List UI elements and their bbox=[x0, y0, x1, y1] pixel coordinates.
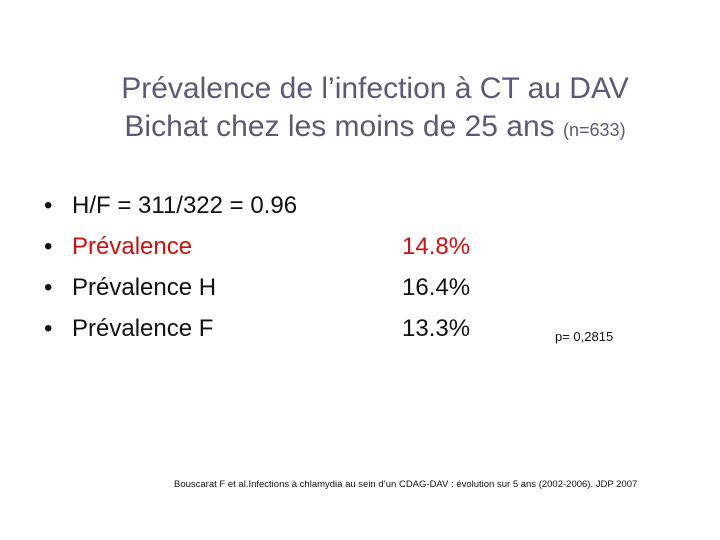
bullet-list: • H/F = 311/322 = 0.96 • Prévalence 14.8… bbox=[44, 190, 684, 354]
title-line-2: Bichat chez les moins de 25 ans (n=633) bbox=[60, 108, 690, 149]
bullet-label: Prévalence F bbox=[72, 315, 214, 342]
title-sample-size: (n=633) bbox=[563, 120, 626, 140]
title-line-2-main: Bichat chez les moins de 25 ans bbox=[124, 110, 555, 143]
bullet-value: 13.3% bbox=[402, 315, 471, 342]
bullet-item-prevalence-f: • Prévalence F 13.3% p= 0,2815 bbox=[44, 313, 684, 354]
bullet-marker: • bbox=[44, 315, 53, 342]
bullet-marker: • bbox=[44, 192, 53, 219]
bullet-marker: • bbox=[44, 233, 53, 260]
bullet-marker: • bbox=[44, 274, 53, 301]
title-line-1: Prévalence de l’infection à CT au DAV bbox=[121, 72, 629, 105]
bullet-item-prevalence-h: • Prévalence H 16.4% bbox=[44, 272, 684, 313]
bullet-label: H/F = 311/322 = 0.96 bbox=[72, 192, 298, 219]
slide-title: Prévalence de l’infection à CT au DAV Bi… bbox=[60, 70, 690, 149]
bullet-label: Prévalence H bbox=[72, 274, 217, 301]
bullet-label: Prévalence bbox=[72, 233, 193, 260]
p-value: p= 0,2815 bbox=[555, 329, 614, 344]
reference-citation: Bouscarat F et al.Infections à chlamydia… bbox=[174, 479, 638, 490]
bullet-item-ratio: • H/F = 311/322 = 0.96 bbox=[44, 190, 684, 231]
bullet-value: 14.8% bbox=[402, 233, 471, 260]
bullet-item-prevalence: • Prévalence 14.8% bbox=[44, 231, 684, 272]
bullet-value: 16.4% bbox=[402, 274, 471, 301]
